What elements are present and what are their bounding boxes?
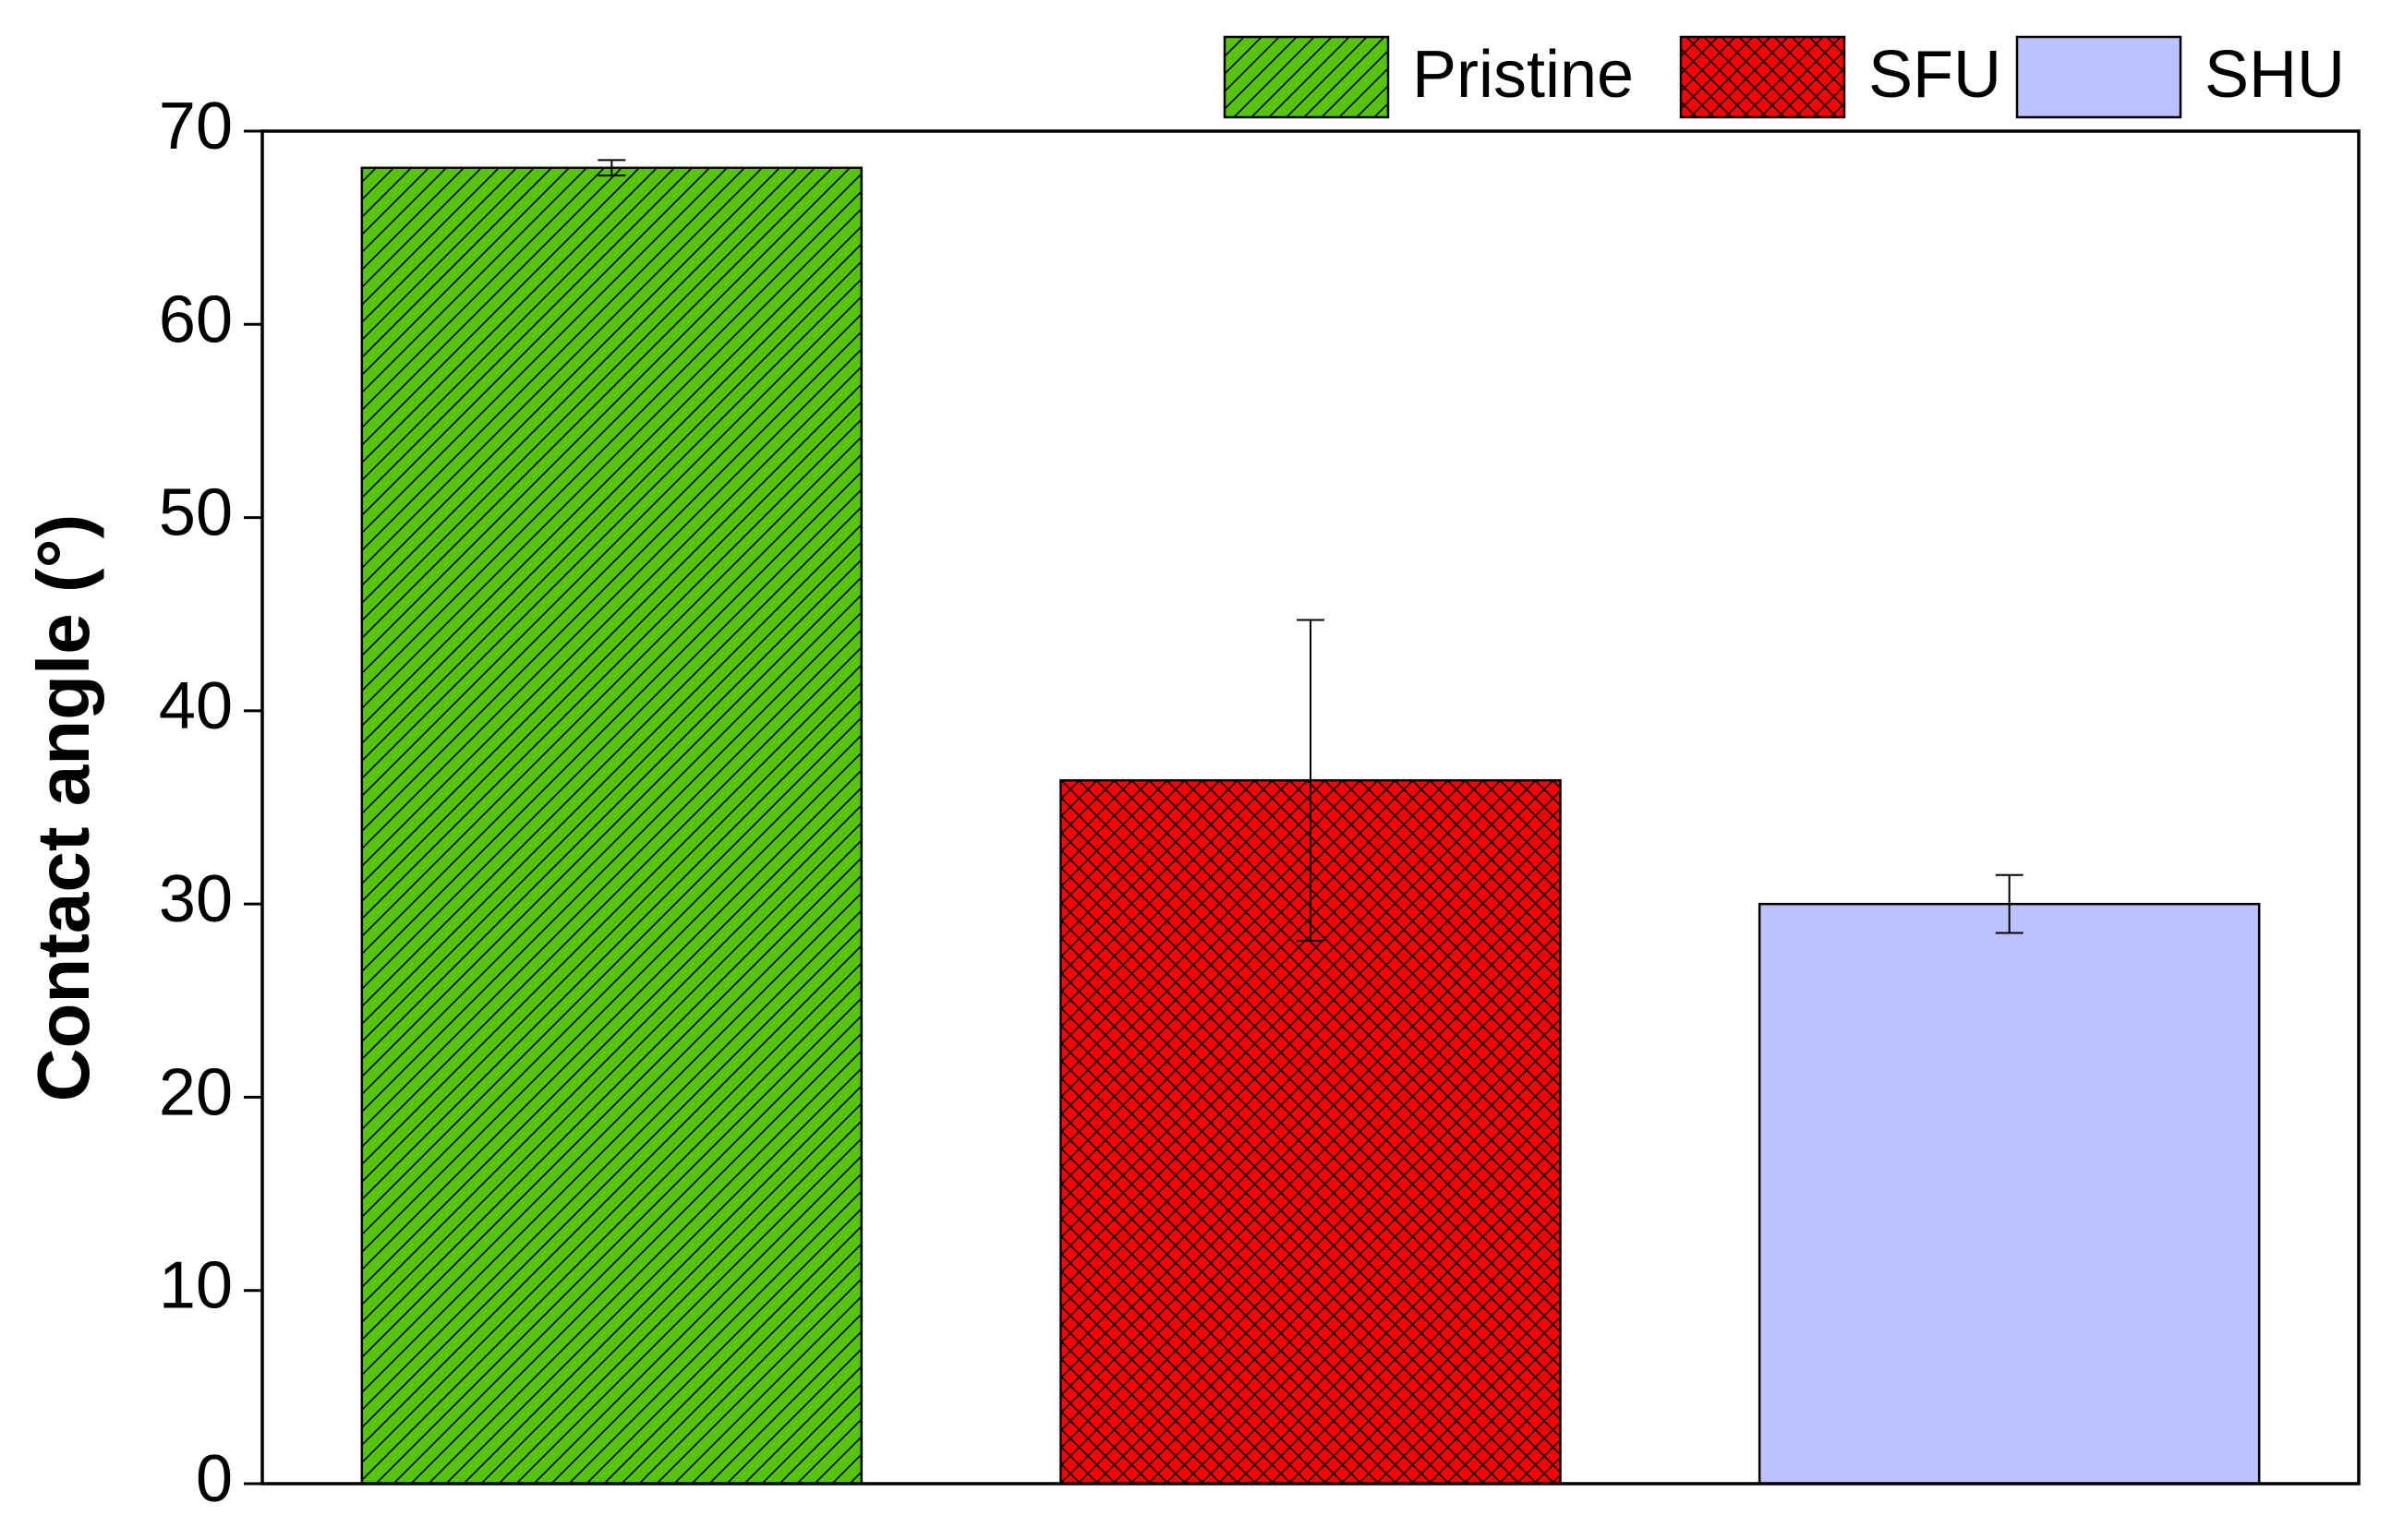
legend-label: SFU [1868,38,2001,112]
legend-swatch [1223,35,1390,119]
y-tick-label: 40 [159,669,233,743]
legend-label: SHU [2205,38,2345,112]
y-tick-label: 60 [159,283,233,356]
y-axis-label: Contact angle (°) [22,514,104,1101]
y-tick-label: 30 [159,862,233,936]
legend-label: Pristine [1412,38,1634,112]
plot-frame [260,129,2361,1486]
y-tick-label: 10 [159,1249,233,1323]
error-bar [598,159,626,177]
y-tick-label: 70 [159,90,233,163]
error-bar [1995,873,2024,934]
y-tick-label: 0 [196,1442,233,1516]
bar [1758,902,2261,1486]
error-bar [1297,619,1324,942]
y-tick-label: 50 [159,476,233,550]
y-tick-label: 20 [159,1055,233,1129]
legend-swatch [2015,35,2182,119]
legend-swatch [1679,35,1846,119]
bar [360,166,864,1486]
